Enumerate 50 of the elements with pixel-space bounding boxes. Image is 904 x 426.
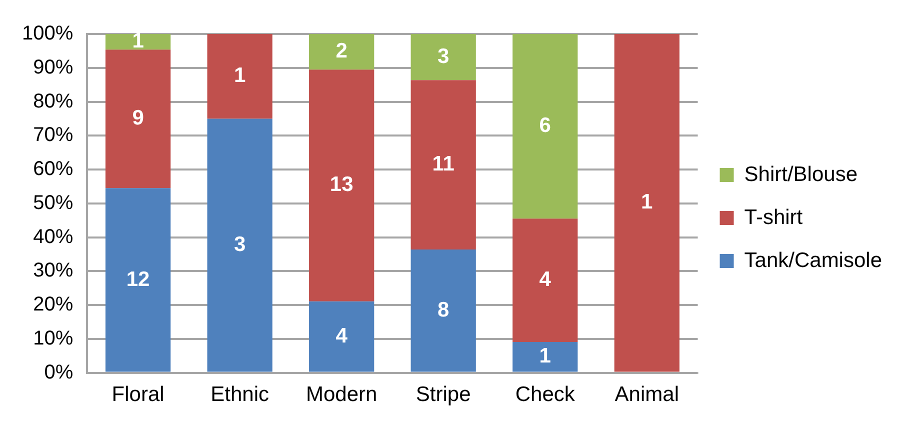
annotation: 1 bbox=[132, 30, 144, 53]
y-tick-label: 90% bbox=[33, 56, 74, 78]
x-tick-label: Stripe bbox=[416, 383, 471, 406]
y-tick-label: 80% bbox=[33, 90, 74, 112]
y-tick-label: 60% bbox=[33, 158, 74, 180]
annotation: 12 bbox=[126, 268, 150, 291]
y-tick-label: 70% bbox=[33, 124, 74, 146]
annotation: 1 bbox=[539, 344, 552, 368]
bar bbox=[410, 249, 476, 372]
y-tick-label: 100% bbox=[22, 22, 74, 45]
bar bbox=[309, 301, 374, 372]
annotation: 1 bbox=[641, 190, 654, 214]
y-tick-label: 0% bbox=[44, 361, 74, 384]
x-tick-label: Check bbox=[515, 383, 576, 406]
annotation: 3 bbox=[234, 233, 246, 256]
y-tick-label: 50% bbox=[33, 192, 74, 214]
bar bbox=[105, 188, 171, 372]
bar bbox=[207, 34, 272, 119]
annotation: 3 bbox=[438, 44, 450, 68]
x-tick-label: Ethnic bbox=[210, 383, 269, 406]
annotation: 9 bbox=[132, 106, 144, 130]
bar bbox=[512, 342, 578, 372]
annotation: 1 bbox=[234, 64, 246, 88]
bar bbox=[512, 34, 578, 219]
annotation: 6 bbox=[539, 114, 551, 138]
annotation: 4 bbox=[336, 324, 348, 348]
legend-label: T-shirt bbox=[744, 206, 803, 229]
annotation: 4 bbox=[539, 268, 552, 292]
y-tick-label: 30% bbox=[33, 260, 74, 282]
legend-label: Tank/Camisole bbox=[744, 248, 882, 272]
bar bbox=[309, 70, 374, 302]
bar bbox=[309, 34, 374, 70]
legend-label: Shirt/Blouse bbox=[744, 162, 858, 186]
bar bbox=[614, 34, 680, 372]
bar bbox=[105, 50, 171, 188]
x-tick-label: Modern bbox=[306, 383, 378, 406]
x-tick-label: Floral bbox=[112, 383, 164, 406]
x-tick-label: Animal bbox=[614, 383, 679, 406]
y-tick-label: 40% bbox=[33, 226, 74, 248]
annotation: 13 bbox=[330, 173, 354, 196]
y-tick-label: 10% bbox=[33, 327, 74, 350]
bar bbox=[410, 80, 476, 250]
bar bbox=[410, 34, 476, 80]
annotation: 2 bbox=[336, 40, 348, 63]
annotation: 8 bbox=[438, 298, 450, 322]
annotation: 11 bbox=[432, 152, 455, 176]
y-tick-label: 20% bbox=[33, 294, 74, 316]
bar bbox=[207, 118, 272, 372]
bar bbox=[105, 34, 171, 50]
bar bbox=[512, 218, 578, 342]
